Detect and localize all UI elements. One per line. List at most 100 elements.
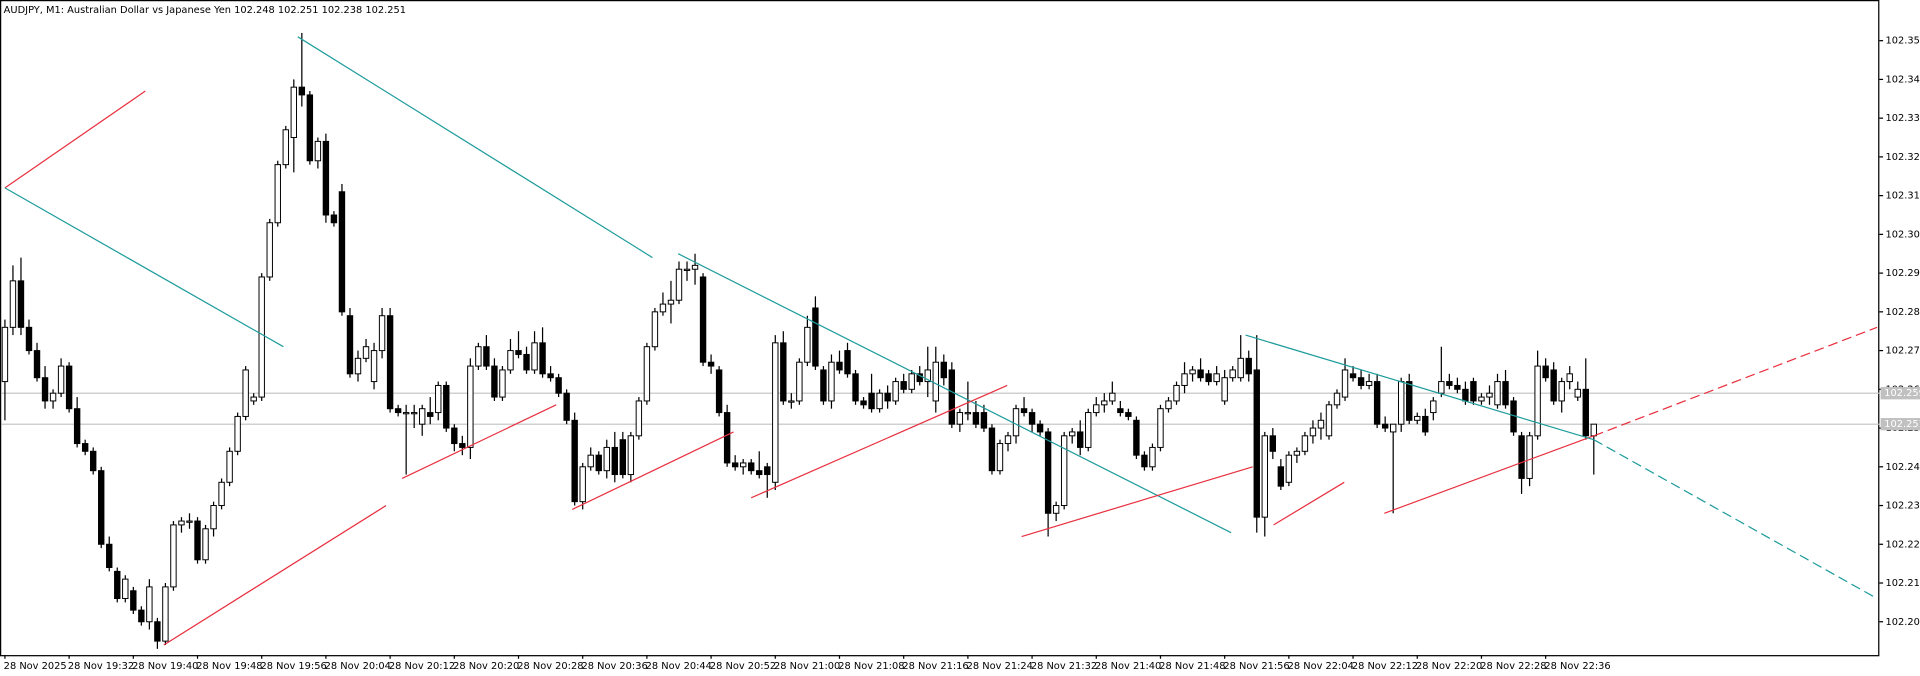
candle-body <box>1085 412 1092 448</box>
candle-body <box>65 365 73 410</box>
candle-body <box>1518 435 1525 479</box>
candle-body <box>1012 408 1020 437</box>
candle-body <box>443 384 450 429</box>
x-tick-label: 28 Nov 20:20 <box>453 661 519 672</box>
trend-line <box>4 187 284 348</box>
candle-body <box>844 350 851 375</box>
candle-body <box>1004 435 1012 445</box>
trend-line <box>4 90 146 189</box>
candle-body <box>1141 454 1148 468</box>
candle-body <box>1213 373 1220 383</box>
trend-line <box>677 253 1232 534</box>
candle-body <box>1117 408 1124 414</box>
candle-body <box>1422 415 1429 433</box>
candle-body <box>699 276 707 363</box>
candle-body <box>916 373 923 383</box>
candle-body <box>1181 373 1188 386</box>
candle-body <box>1044 431 1052 514</box>
candle-body <box>892 381 899 402</box>
candle-body <box>691 264 699 270</box>
candle-body <box>868 392 875 410</box>
candle-body <box>419 408 426 425</box>
candle-body <box>715 369 723 414</box>
candle-body <box>330 214 338 224</box>
x-tick-label: 28 Nov 22:12 <box>1352 661 1418 672</box>
candle-body <box>924 369 931 383</box>
trend-line <box>1593 326 1878 437</box>
candle-body <box>852 373 859 402</box>
candle-body <box>948 369 956 425</box>
candle-body <box>1526 435 1533 479</box>
candle-body <box>675 268 683 301</box>
candle-body <box>338 191 346 313</box>
candle-body <box>1430 400 1437 414</box>
candle-body <box>1221 377 1228 402</box>
y-tick-label: 102.200 <box>1886 617 1920 628</box>
candle-body <box>956 412 964 425</box>
y-tick-label: 102.280 <box>1886 307 1920 318</box>
candle-body <box>940 361 948 379</box>
candle-body <box>1060 435 1068 507</box>
candle-body <box>394 408 402 414</box>
candle-body <box>1486 392 1493 398</box>
candle-body <box>884 392 891 402</box>
candle-body <box>908 373 915 390</box>
candle-body <box>1068 431 1076 437</box>
candle-body <box>1197 369 1204 379</box>
candle-body <box>258 276 265 398</box>
candle-body <box>1566 373 1573 383</box>
candle-body <box>499 369 506 398</box>
x-tick-label: 28 Nov 21:40 <box>1095 661 1161 672</box>
candle-body <box>579 466 586 503</box>
candle-body <box>1590 423 1597 437</box>
candle-body <box>1454 384 1461 390</box>
candle-body <box>932 361 939 402</box>
candle-body <box>523 353 530 371</box>
trend-line <box>1273 481 1345 526</box>
candle-body <box>1253 369 1260 518</box>
x-tick-label: 28 Nov 20:36 <box>581 661 647 672</box>
candle-body <box>1462 388 1469 402</box>
candle-body <box>354 357 362 375</box>
candle-body <box>1293 450 1301 456</box>
candle-body <box>210 505 217 530</box>
candle-body <box>1149 446 1156 468</box>
x-tick-label: 28 Nov 22:36 <box>1544 661 1610 672</box>
candle-body <box>146 586 153 623</box>
candle-body <box>1414 415 1421 421</box>
candle-body <box>611 446 618 476</box>
candle-body <box>972 412 980 425</box>
x-tick-label: 28 Nov 21:48 <box>1159 661 1225 672</box>
candle-body <box>282 129 289 166</box>
candle-body <box>41 377 49 402</box>
candle-body <box>491 365 498 398</box>
candle-body <box>667 299 675 305</box>
candle-body <box>804 326 811 363</box>
candle-body <box>1101 400 1108 406</box>
candle-body <box>49 392 57 402</box>
candle-body <box>739 462 747 468</box>
x-tick-label: 28 Nov 19:40 <box>132 661 198 672</box>
x-tick-label: 28 Nov 20:52 <box>710 661 776 672</box>
candle-body <box>322 140 330 216</box>
candle-body <box>410 412 418 415</box>
candle-body <box>1309 427 1317 437</box>
y-tick-label: 102.230 <box>1886 501 1920 512</box>
candle-body <box>178 520 185 526</box>
trend-line <box>1384 435 1595 514</box>
candle-body <box>362 346 370 359</box>
candle-body <box>563 392 570 421</box>
candle-body <box>370 350 378 383</box>
y-tick-label: 102.290 <box>1886 268 1920 279</box>
x-tick-label: 28 Nov 2025 <box>4 661 67 672</box>
x-tick-label: 28 Nov 19:32 <box>68 661 134 672</box>
candle-body <box>900 381 907 390</box>
candle-body <box>427 412 434 417</box>
candle-body <box>531 342 538 371</box>
candle-body <box>555 377 562 394</box>
plot-frame <box>0 0 1880 657</box>
y-tick-label: 102.310 <box>1886 191 1920 202</box>
trend-line <box>1021 466 1253 538</box>
candle-body <box>346 315 354 375</box>
